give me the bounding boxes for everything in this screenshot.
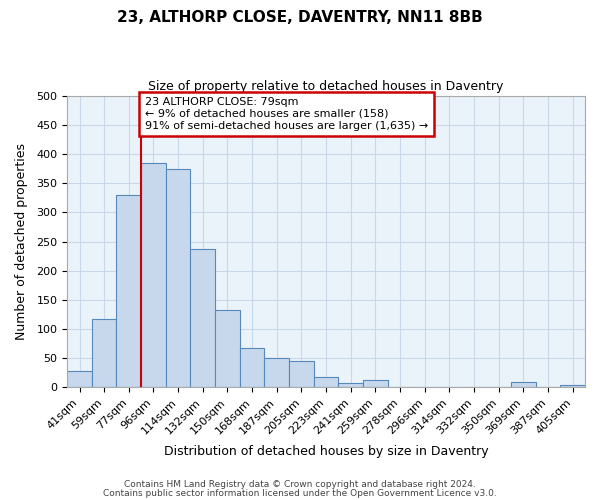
Text: 23 ALTHORP CLOSE: 79sqm
← 9% of detached houses are smaller (158)
91% of semi-de: 23 ALTHORP CLOSE: 79sqm ← 9% of detached… xyxy=(145,98,428,130)
Bar xyxy=(166,168,190,388)
Bar xyxy=(289,360,314,388)
Bar xyxy=(338,384,363,388)
Bar xyxy=(363,380,388,388)
Bar xyxy=(116,195,141,388)
Bar xyxy=(240,348,265,388)
Bar xyxy=(265,358,289,388)
Bar xyxy=(560,384,585,388)
Bar xyxy=(190,249,215,388)
Bar xyxy=(511,382,536,388)
Bar xyxy=(92,319,116,388)
Bar xyxy=(314,377,338,388)
Title: Size of property relative to detached houses in Daventry: Size of property relative to detached ho… xyxy=(148,80,504,93)
Bar xyxy=(141,162,166,388)
Bar xyxy=(67,371,92,388)
Text: 23, ALTHORP CLOSE, DAVENTRY, NN11 8BB: 23, ALTHORP CLOSE, DAVENTRY, NN11 8BB xyxy=(117,10,483,25)
Y-axis label: Number of detached properties: Number of detached properties xyxy=(15,143,28,340)
X-axis label: Distribution of detached houses by size in Daventry: Distribution of detached houses by size … xyxy=(164,444,488,458)
Text: Contains HM Land Registry data © Crown copyright and database right 2024.: Contains HM Land Registry data © Crown c… xyxy=(124,480,476,489)
Bar xyxy=(215,310,240,388)
Text: Contains public sector information licensed under the Open Government Licence v3: Contains public sector information licen… xyxy=(103,488,497,498)
